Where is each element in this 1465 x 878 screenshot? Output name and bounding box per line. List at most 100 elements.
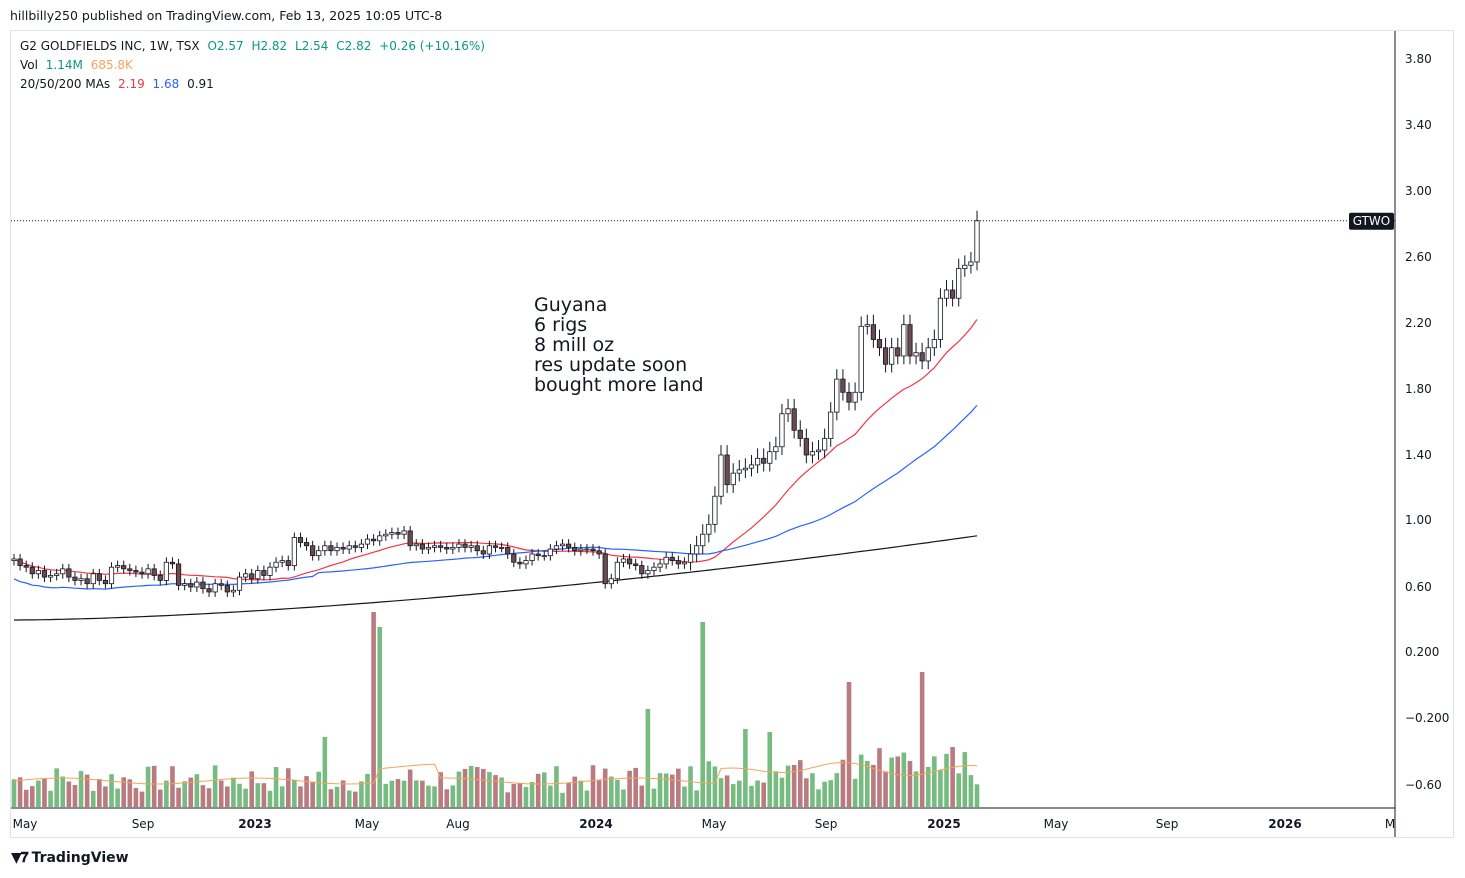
candle-body bbox=[23, 565, 29, 568]
candle-body bbox=[608, 578, 614, 585]
candle-body bbox=[267, 566, 273, 576]
candle-body bbox=[681, 561, 688, 565]
candle-body bbox=[182, 583, 188, 586]
candle-body bbox=[901, 324, 907, 357]
candle-body bbox=[90, 573, 96, 585]
volume-bar bbox=[828, 780, 834, 807]
volume-bar bbox=[334, 786, 340, 807]
volume-bar bbox=[840, 759, 846, 807]
candle-body bbox=[797, 429, 803, 439]
volume-bar bbox=[188, 777, 194, 807]
volume-bar bbox=[499, 777, 504, 807]
chart-frame bbox=[10, 30, 1454, 838]
volume-bar bbox=[810, 773, 815, 807]
volume-bar bbox=[651, 788, 657, 807]
candle-body bbox=[175, 563, 182, 586]
candle-body bbox=[633, 563, 639, 566]
candle-body bbox=[358, 543, 365, 548]
volume-bar bbox=[688, 766, 693, 807]
candle-body bbox=[328, 545, 334, 552]
volume-bar bbox=[170, 766, 175, 807]
candle-body bbox=[194, 581, 200, 588]
volume-bar bbox=[907, 760, 913, 807]
candle-body bbox=[11, 558, 17, 562]
price-tick-label: 1.00 bbox=[1405, 513, 1432, 527]
volume-bar bbox=[913, 771, 919, 807]
volume-bar bbox=[523, 786, 529, 807]
chart-annotation[interactable]: Guyana 6 rigs 8 mill oz res update soon … bbox=[534, 295, 704, 395]
volume-bar bbox=[590, 765, 596, 807]
candle-body bbox=[822, 438, 828, 451]
legend-symbol[interactable]: G2 GOLDFIELDS INC, 1W, TSX bbox=[20, 39, 200, 53]
candle-body bbox=[815, 449, 822, 453]
candle-body bbox=[779, 413, 785, 448]
candle-body bbox=[60, 568, 66, 575]
volume-bar bbox=[212, 765, 218, 807]
time-tick-label: Aug bbox=[446, 817, 469, 831]
candle-body bbox=[754, 457, 761, 466]
legend-high: H2.82 bbox=[251, 39, 288, 53]
volume-bar bbox=[633, 767, 638, 807]
candle-body bbox=[364, 538, 371, 545]
price-axis: 3.80 3.40 3.00 2.60 2.20 1.80 1.40 1.00 0.60 0.20… bbox=[11, 31, 1449, 837]
candle-body bbox=[931, 339, 937, 349]
legend-ma-label[interactable]: 20/50/200 MAs bbox=[20, 77, 111, 91]
candle-body bbox=[322, 545, 328, 552]
legend-ma50: 1.68 bbox=[152, 77, 180, 91]
time-tick-label: May bbox=[13, 817, 38, 831]
brand[interactable]: ▼𝟕 TradingView bbox=[11, 850, 129, 866]
candle-body bbox=[895, 347, 901, 357]
ma200-line bbox=[14, 535, 978, 621]
volume-bar bbox=[767, 732, 773, 807]
volume-bar bbox=[706, 761, 712, 807]
price-tick-label: 0.200 bbox=[1405, 645, 1439, 659]
volume-bar bbox=[474, 767, 480, 807]
candle-body bbox=[145, 568, 151, 575]
candle-body bbox=[249, 573, 255, 580]
candle-body bbox=[255, 570, 261, 580]
volume-bar bbox=[401, 780, 407, 807]
volume-bar bbox=[109, 774, 114, 807]
volume-bar bbox=[371, 612, 376, 807]
volume-bar bbox=[359, 781, 364, 807]
volume-bar bbox=[255, 783, 261, 807]
candle-body bbox=[431, 545, 438, 548]
time-tick-label: 2026 bbox=[1268, 817, 1301, 831]
candle-body bbox=[578, 548, 584, 552]
volume-bar bbox=[243, 788, 248, 807]
volume-bar bbox=[133, 788, 139, 807]
candle-body bbox=[444, 547, 450, 550]
candle-body bbox=[17, 558, 23, 566]
legend-low: L2.54 bbox=[295, 39, 329, 53]
candle-body bbox=[919, 352, 925, 362]
candle-body bbox=[651, 566, 657, 571]
candle-body bbox=[943, 289, 950, 299]
volume-bar bbox=[676, 768, 681, 807]
volume-bar bbox=[541, 772, 547, 807]
candle-body bbox=[645, 570, 651, 575]
time-tick-label: 2024 bbox=[579, 817, 612, 831]
legend-vol-label[interactable]: Vol bbox=[20, 58, 38, 72]
volume-bar bbox=[310, 781, 315, 807]
volume-bar bbox=[377, 627, 382, 807]
candle-body bbox=[303, 542, 310, 547]
legend-volume-row: Vol 1.14M 685.8K bbox=[20, 58, 137, 72]
candle-body bbox=[84, 578, 90, 585]
candle-body bbox=[687, 553, 694, 563]
volume-bar bbox=[84, 774, 90, 807]
candle-body bbox=[736, 469, 742, 474]
candle-body bbox=[852, 391, 858, 403]
volume-bar bbox=[956, 773, 962, 807]
volume-bar bbox=[285, 768, 291, 807]
volume-bar bbox=[773, 771, 779, 807]
volume-bar bbox=[535, 773, 541, 807]
price-tick-label: 3.40 bbox=[1405, 118, 1432, 132]
candle-body bbox=[212, 583, 218, 593]
volume-bar bbox=[48, 790, 53, 807]
volume-bar bbox=[218, 780, 224, 807]
volume-bar bbox=[968, 775, 974, 807]
candle-body bbox=[243, 573, 249, 578]
time-tick-label: May bbox=[355, 817, 380, 831]
candle-body bbox=[279, 560, 285, 563]
